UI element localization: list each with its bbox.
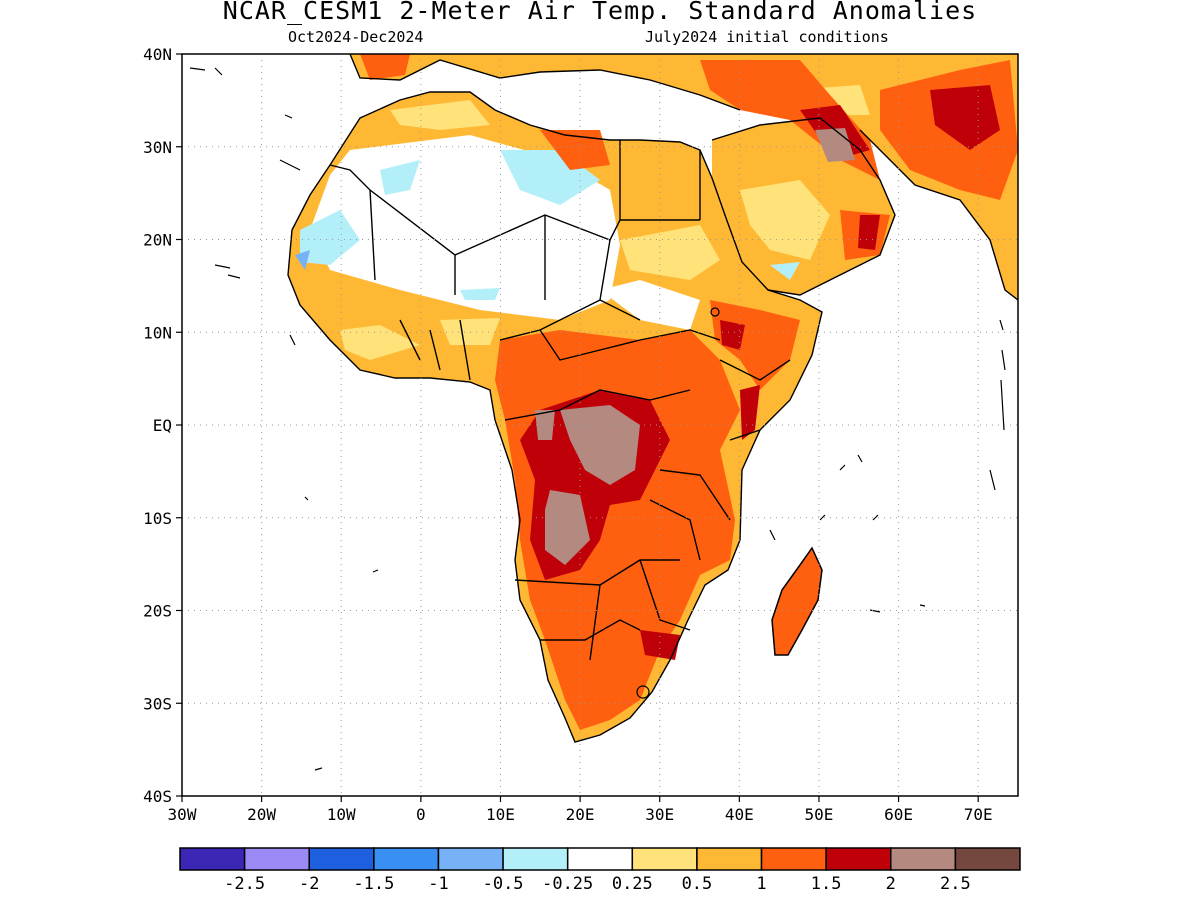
colorbar-label: 1 xyxy=(756,874,766,894)
colorbar: -2.5 -2 -1.5 -1 -0.5 -0.25 0.25 0.5 1 1.5 2 2.5 xyxy=(179,847,1021,894)
colorbar-swatch xyxy=(179,847,246,871)
colorbar-label: -1.5 xyxy=(353,874,394,894)
colorbar-swatch xyxy=(566,847,634,871)
colorbar-swatch xyxy=(502,847,569,871)
lon-label: 40E xyxy=(725,805,754,824)
lat-label: 20N xyxy=(143,231,172,250)
lon-label: 20W xyxy=(247,805,276,824)
colorbar-label: 2 xyxy=(886,874,896,894)
colorbar-swatch xyxy=(373,847,440,871)
lat-label: 10N xyxy=(143,323,172,342)
lat-label: 30N xyxy=(143,138,172,157)
northern-landmass xyxy=(350,54,1018,300)
colorbar-label: -2 xyxy=(299,874,319,894)
colorbar-label: 0.25 xyxy=(612,874,653,894)
lon-label: 10W xyxy=(327,805,356,824)
colorbar-label: -1 xyxy=(428,874,448,894)
lat-label: 40S xyxy=(143,787,172,806)
colorbar-swatch xyxy=(437,847,504,871)
forecast-period: Oct2024-Dec2024 xyxy=(288,28,424,46)
colorbar-swatch xyxy=(631,847,698,871)
colorbar-label: 0.5 xyxy=(682,874,713,894)
colorbar-swatch xyxy=(760,847,827,871)
lon-label: 60E xyxy=(884,805,913,824)
map-area xyxy=(182,54,1018,796)
madagascar-landmass xyxy=(771,546,823,656)
lat-label: EQ xyxy=(153,416,172,435)
lat-label: 20S xyxy=(143,602,172,621)
colorbar-swatch xyxy=(243,847,310,871)
colorbar-swatch xyxy=(954,847,1021,871)
lon-label: 10E xyxy=(486,805,515,824)
lat-label: 10S xyxy=(143,509,172,528)
lat-label: 40N xyxy=(143,45,172,64)
anomaly-shading xyxy=(295,54,1018,730)
initial-conditions: July2024 initial conditions xyxy=(645,28,889,46)
colorbar-label: -2.5 xyxy=(224,874,265,894)
lat-label: 30S xyxy=(143,694,172,713)
map-title: NCAR_CESM1 2-Meter Air Temp. Standard An… xyxy=(222,0,978,25)
lon-label: 20E xyxy=(566,805,595,824)
islands xyxy=(189,67,1006,771)
colorbar-swatch xyxy=(696,847,763,871)
colorbar-swatch xyxy=(308,847,375,871)
colorbar-label: 1.5 xyxy=(811,874,842,894)
colorbar-label: -0.25 xyxy=(542,874,593,894)
lon-label: 50E xyxy=(804,805,833,824)
colorbar-swatch xyxy=(890,847,957,871)
lon-label: 30W xyxy=(168,805,197,824)
lon-label: 30E xyxy=(645,805,674,824)
colorbar-label: 2.5 xyxy=(940,874,971,894)
lon-label: 70E xyxy=(964,805,993,824)
colorbar-label: -0.5 xyxy=(483,874,524,894)
coastlines-and-borders xyxy=(287,54,1018,743)
lon-label: 0 xyxy=(416,805,426,824)
colorbar-swatch xyxy=(825,847,892,871)
grid-lines xyxy=(182,54,1018,796)
